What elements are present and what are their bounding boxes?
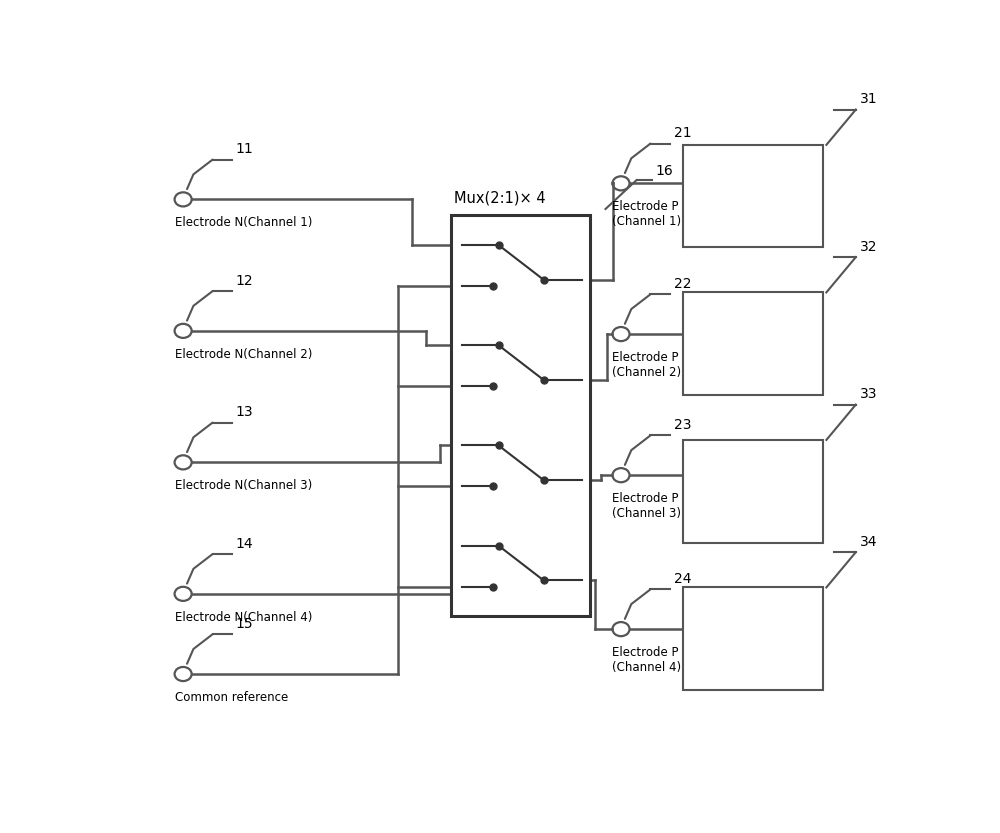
Text: Mux(2:1)× 4: Mux(2:1)× 4 xyxy=(454,191,546,206)
Text: Electrode P
(Channel 2): Electrode P (Channel 2) xyxy=(612,351,682,379)
Text: 14: 14 xyxy=(236,537,253,551)
Text: Electrode N(Channel 3): Electrode N(Channel 3) xyxy=(175,479,312,492)
Text: Electrode N(Channel 4): Electrode N(Channel 4) xyxy=(175,611,312,624)
Bar xyxy=(683,587,822,690)
Text: 12: 12 xyxy=(236,274,253,288)
Text: 31: 31 xyxy=(860,92,877,107)
Bar xyxy=(683,145,822,247)
Text: Common reference: Common reference xyxy=(175,691,288,704)
Text: 16: 16 xyxy=(656,164,674,178)
Text: Electrode P
(Channel 3): Electrode P (Channel 3) xyxy=(612,491,681,520)
Bar xyxy=(683,440,822,542)
Bar xyxy=(450,216,590,616)
Text: 11: 11 xyxy=(236,142,254,157)
Text: Electrode N(Channel 1): Electrode N(Channel 1) xyxy=(175,216,312,229)
Text: 33: 33 xyxy=(860,387,877,402)
Text: 32: 32 xyxy=(860,240,877,254)
Text: Electrode N(Channel 2): Electrode N(Channel 2) xyxy=(175,347,312,361)
Text: 22: 22 xyxy=(674,277,691,291)
Text: 21: 21 xyxy=(674,127,691,141)
Text: 13: 13 xyxy=(236,406,253,419)
Text: 34: 34 xyxy=(860,535,877,549)
Text: Electrode P
(Channel 1): Electrode P (Channel 1) xyxy=(612,200,682,228)
Text: 15: 15 xyxy=(236,617,253,631)
Text: 24: 24 xyxy=(674,572,691,586)
Text: 23: 23 xyxy=(674,418,691,432)
Bar xyxy=(683,292,822,395)
Text: Electrode P
(Channel 4): Electrode P (Channel 4) xyxy=(612,646,682,674)
